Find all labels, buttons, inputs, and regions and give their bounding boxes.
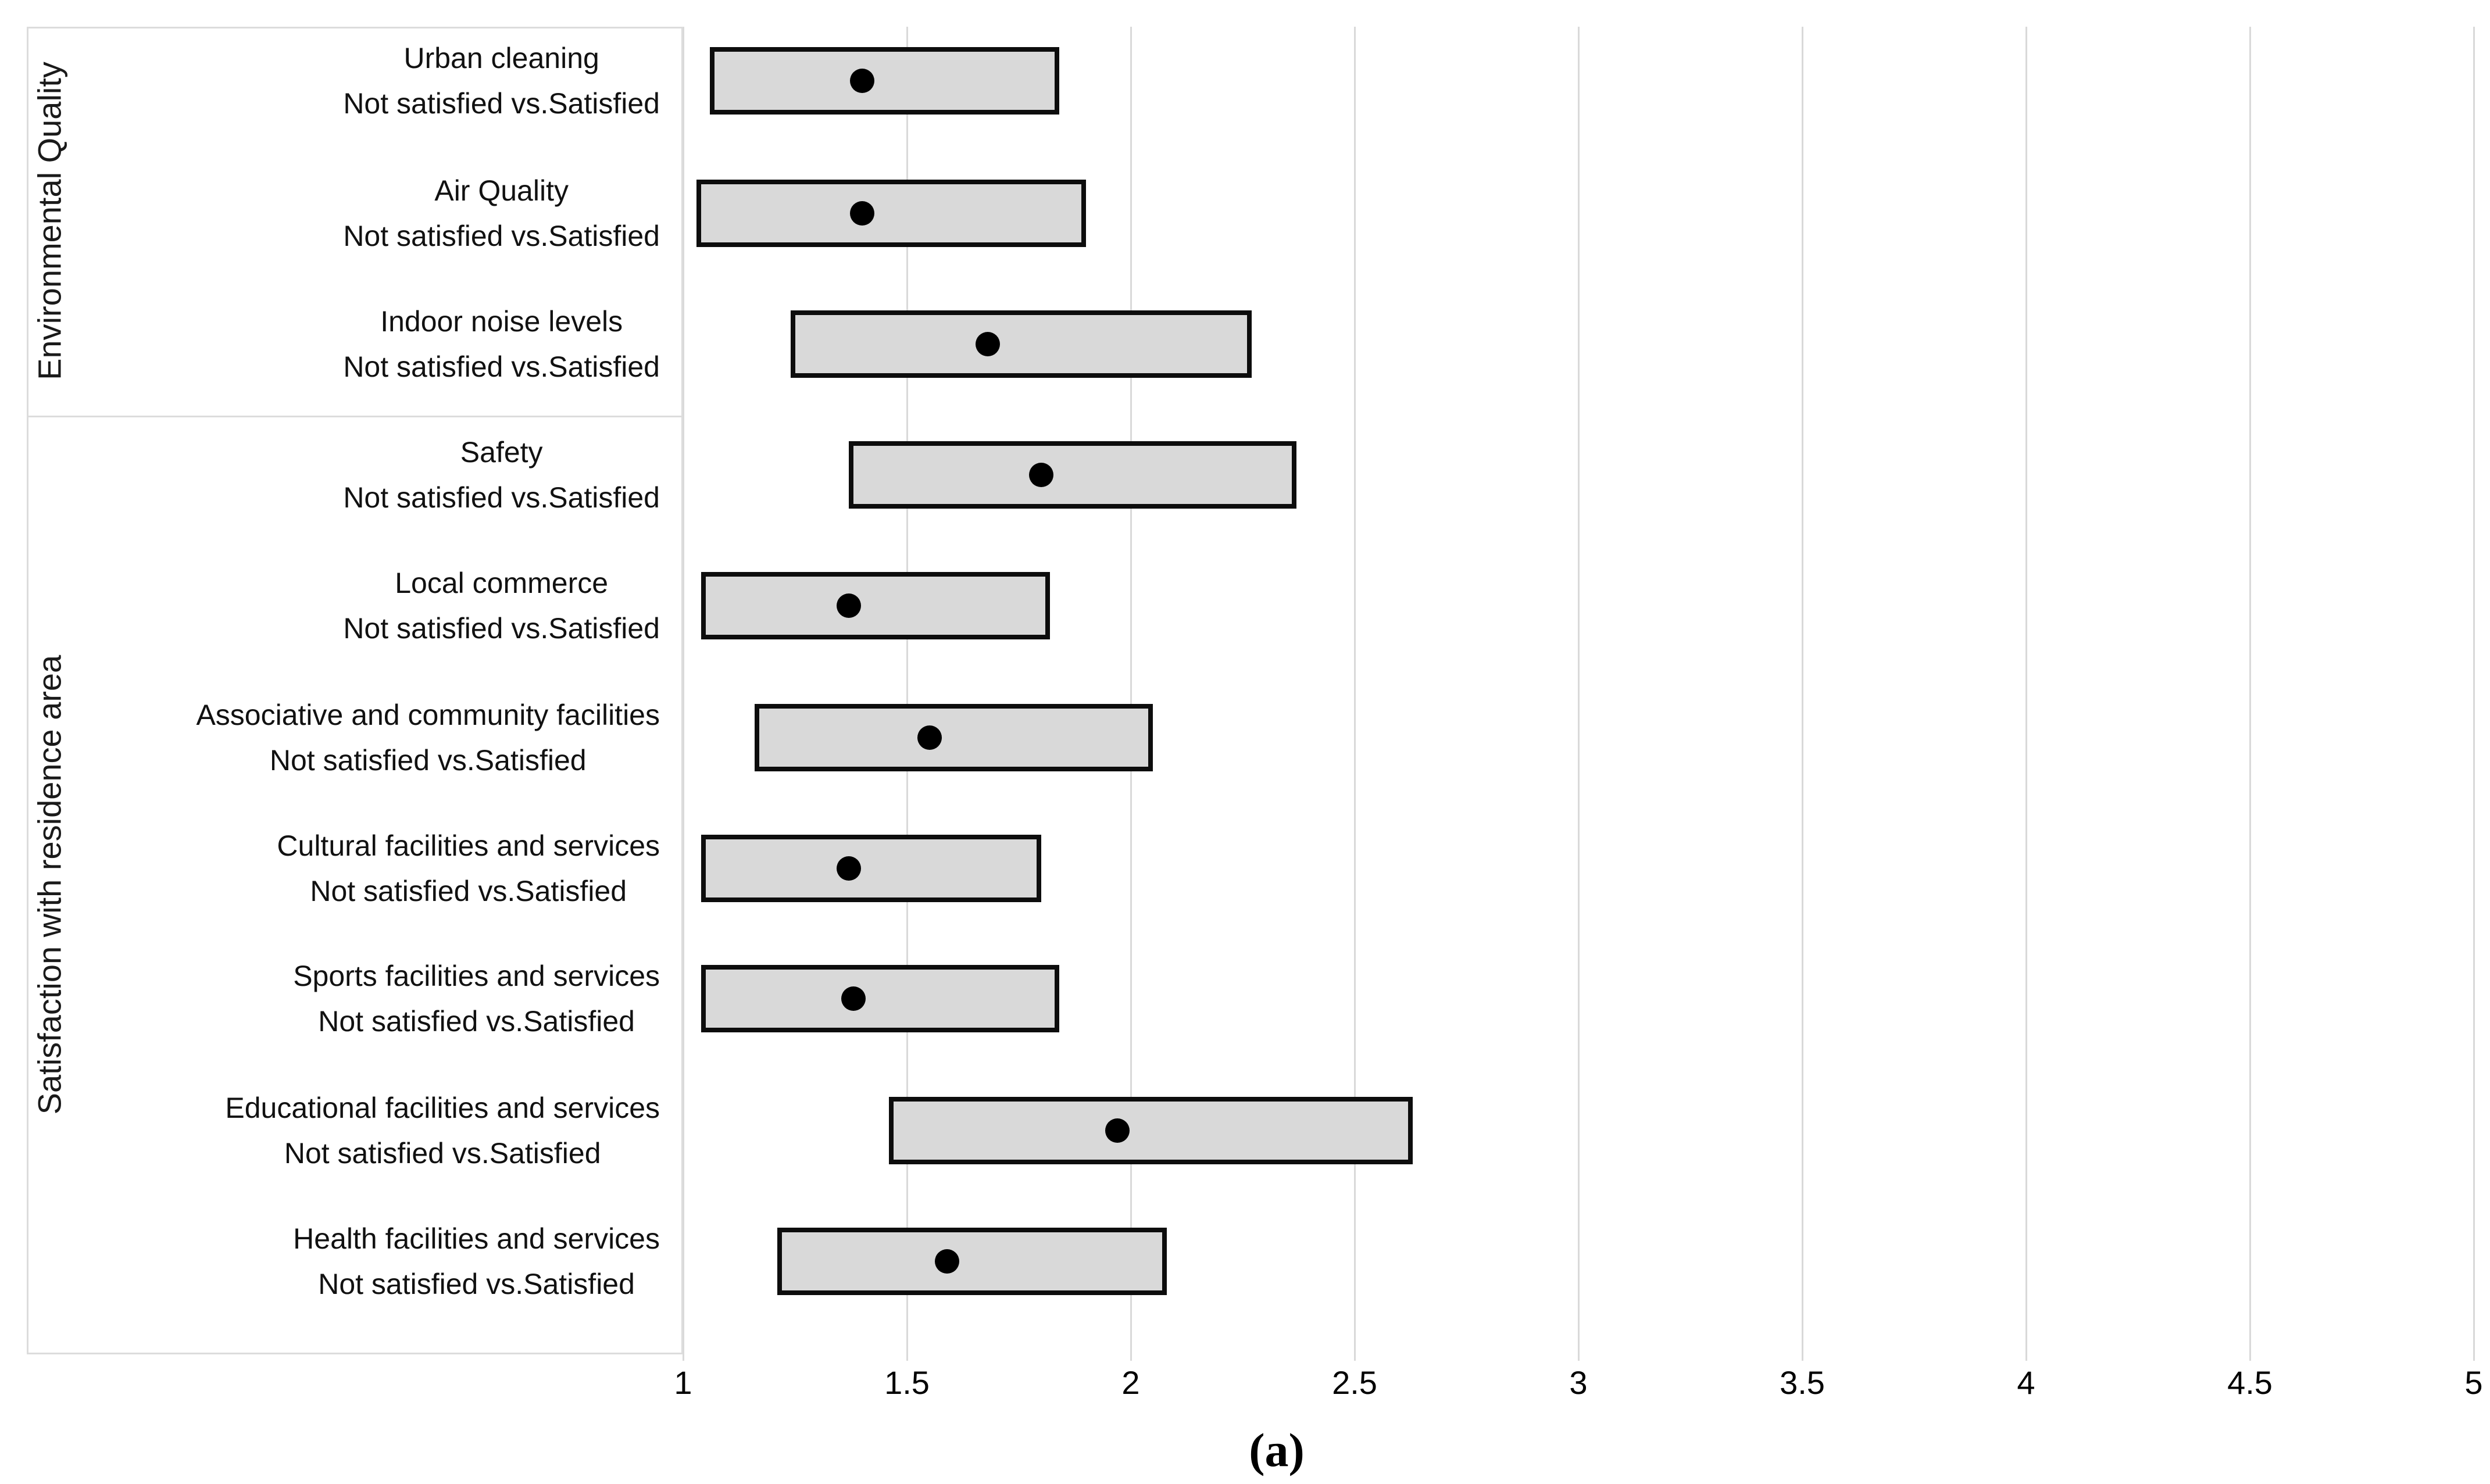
odds-ratio-dot	[935, 1249, 960, 1274]
comparison-label-line: Not satisfied vs.Satisfied	[269, 744, 587, 777]
section-label: Satisfaction with residence area	[31, 655, 68, 1115]
x-axis-tick-label: 1	[674, 1364, 692, 1401]
category-label-line: Associative and community facilities	[196, 699, 660, 731]
confidence-interval-box	[701, 835, 1041, 902]
comparison-label-line: Not satisfied vs.Satisfied	[343, 87, 660, 120]
gridline	[1802, 27, 1803, 1361]
x-axis-tick-label: 2.5	[1332, 1364, 1377, 1401]
comparison-label-line: Not satisfied vs.Satisfied	[343, 612, 660, 645]
comparison-label-line: Not satisfied vs.Satisfied	[343, 351, 660, 383]
confidence-interval-box	[710, 47, 1059, 115]
row-label: Health facilities and services Not satisf…	[293, 1216, 660, 1307]
comparison-label-line: Not satisfied vs.Satisfied	[318, 1005, 635, 1038]
gridline	[2025, 27, 2027, 1361]
figure-caption: (a)	[1249, 1424, 1305, 1476]
gridline	[1130, 27, 1132, 1361]
comparison-label-line: Not satisfied vs.Satisfied	[284, 1137, 601, 1170]
row-label: Associative and community facilities Not …	[196, 692, 660, 783]
odds-ratio-dot	[850, 69, 874, 93]
section-label: Environmental Quality	[31, 62, 68, 380]
category-label-line: Sports facilities and services	[293, 960, 660, 992]
odds-ratio-dot	[917, 725, 942, 750]
gridline	[2473, 27, 2475, 1361]
row-label: Cultural facilities and services Not sati…	[277, 823, 660, 914]
row-label: Safety Not satisfied vs.Satisfied	[343, 430, 660, 520]
confidence-interval-box	[790, 310, 1252, 378]
x-axis-tick-label: 4.5	[2227, 1364, 2273, 1401]
row-label: Indoor noise levels Not satisfied vs.Sati…	[343, 299, 660, 389]
odds-ratio-dot	[836, 593, 861, 618]
confidence-interval-box	[848, 441, 1296, 509]
row-label: Sports facilities and services Not satisf…	[293, 953, 660, 1044]
odds-ratio-dot	[1029, 463, 1053, 487]
row-label: Educational facilities and services Not s…	[225, 1085, 660, 1176]
row-label: Local commerce Not satisfied vs.Satisfied	[343, 560, 660, 651]
x-axis-tick-label: 3.5	[1780, 1364, 1825, 1401]
odds-ratio-dot	[1105, 1118, 1130, 1143]
category-label-line: Cultural facilities and services	[277, 829, 660, 862]
confidence-interval-box	[696, 180, 1086, 247]
row-label: Air Quality Not satisfied vs.Satisfied	[343, 168, 660, 259]
category-label-line: Educational facilities and services	[225, 1092, 660, 1124]
confidence-interval-box	[777, 1228, 1167, 1295]
x-axis-tick-label: 1.5	[884, 1364, 930, 1401]
category-label-line: Safety	[460, 436, 543, 469]
category-panel-outline	[27, 27, 683, 1354]
category-label-line: Urban cleaning	[403, 42, 599, 74]
x-axis-tick-label: 4	[2017, 1364, 2035, 1401]
x-axis-tick-label: 3	[1569, 1364, 1588, 1401]
category-label-line: Health facilities and services	[293, 1222, 660, 1255]
comparison-label-line: Not satisfied vs.Satisfied	[343, 220, 660, 252]
gridline	[1578, 27, 1580, 1361]
odds-ratio-dot	[841, 986, 866, 1011]
confidence-interval-box	[755, 704, 1153, 771]
x-axis-tick-label: 5	[2464, 1364, 2483, 1401]
gridline	[906, 27, 908, 1361]
comparison-label-line: Not satisfied vs.Satisfied	[343, 481, 660, 514]
odds-ratio-dot	[850, 201, 874, 226]
category-label-line: Air Quality	[434, 174, 569, 207]
row-label: Urban cleaning Not satisfied vs.Satisfied	[343, 35, 660, 126]
confidence-interval-box	[889, 1097, 1413, 1164]
x-axis-tick-label: 2	[1121, 1364, 1140, 1401]
category-label-line: Indoor noise levels	[380, 305, 623, 338]
confidence-interval-box	[701, 572, 1051, 639]
gridline	[2249, 27, 2251, 1361]
section-divider	[27, 416, 683, 417]
comparison-label-line: Not satisfied vs.Satisfied	[318, 1268, 635, 1300]
gridline	[1354, 27, 1356, 1361]
category-label-line: Local commerce	[395, 567, 609, 599]
gridline	[683, 27, 684, 1361]
confidence-interval-box	[701, 965, 1059, 1032]
comparison-label-line: Not satisfied vs.Satisfied	[310, 875, 627, 907]
odds-ratio-dot	[836, 856, 861, 881]
odds-ratio-dot	[975, 332, 1000, 356]
